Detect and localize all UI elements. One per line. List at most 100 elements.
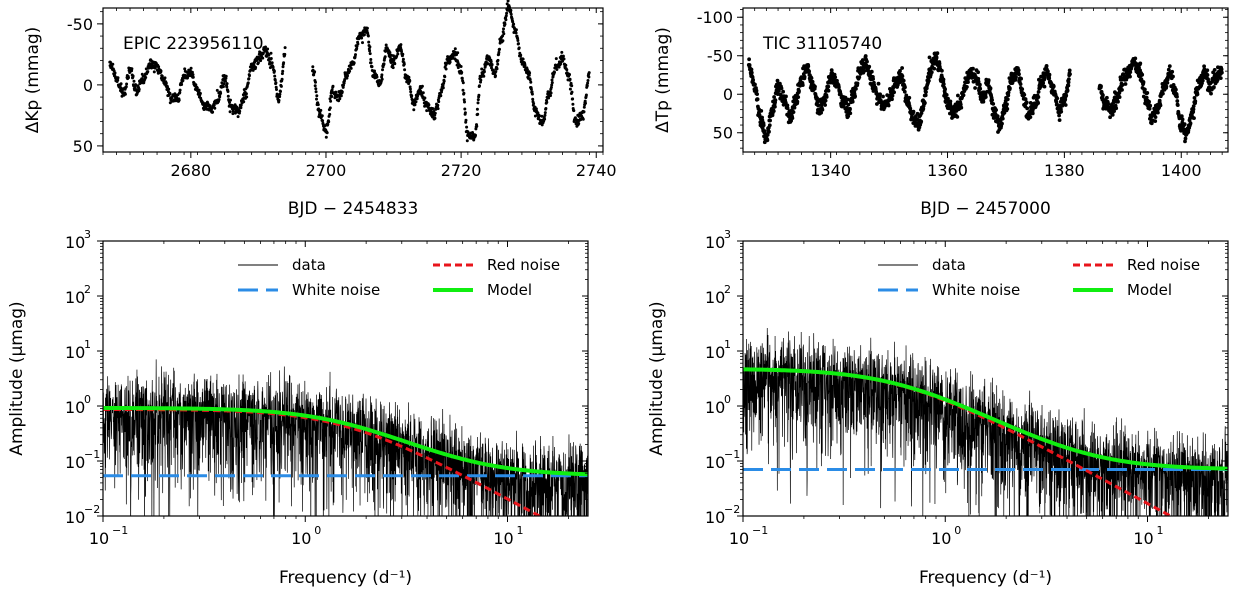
data-point [228, 101, 231, 104]
data-point [584, 93, 588, 97]
data-point [130, 67, 134, 71]
data-point [1036, 95, 1041, 99]
data-point [254, 65, 258, 69]
data-point [427, 103, 431, 107]
data-point [496, 62, 500, 66]
data-point [1014, 75, 1018, 79]
data-point [1116, 99, 1120, 104]
data-point [1192, 116, 1196, 120]
data-point [772, 95, 776, 99]
data-point [517, 46, 521, 50]
data-point [1041, 81, 1045, 86]
data-point [971, 66, 975, 71]
data-point [760, 115, 764, 120]
data-point [502, 32, 506, 36]
data-point [392, 54, 395, 58]
data-point [490, 63, 494, 66]
y-tick-label: 10 [705, 508, 725, 527]
data-point [934, 55, 939, 60]
data-point [502, 27, 505, 31]
data-point [369, 58, 373, 61]
data-point [886, 103, 891, 108]
data-point [479, 78, 483, 82]
data-point [881, 94, 885, 99]
data-point [795, 99, 800, 104]
data-point [431, 107, 435, 111]
data-point [846, 102, 851, 107]
data-point [755, 97, 760, 102]
data-point [773, 104, 777, 109]
y-tick-exponent: 2 [724, 283, 731, 296]
data-point [384, 43, 388, 47]
data-point [755, 92, 759, 96]
y-tick-label: 10 [65, 453, 85, 472]
data-point [399, 43, 403, 47]
data-point [584, 101, 587, 105]
data-point [456, 51, 460, 55]
data-point [937, 61, 942, 66]
y-axis-label: Amplitude (μmag) [647, 301, 667, 455]
data-point [189, 66, 193, 70]
data-point [415, 97, 419, 101]
data-point [439, 94, 443, 98]
data-point [571, 102, 575, 106]
data-point [902, 89, 907, 94]
data-point [560, 50, 564, 54]
data-point [401, 52, 405, 56]
data-point [978, 86, 983, 91]
data-point [461, 88, 465, 92]
data-point [328, 97, 332, 101]
data-point [995, 114, 1000, 118]
data-point [460, 70, 464, 74]
data-point [313, 84, 317, 88]
data-point [749, 70, 754, 75]
data-point [1167, 64, 1172, 68]
data-point [1030, 111, 1035, 116]
data-point [465, 139, 469, 143]
data-point [797, 89, 801, 93]
data-point [829, 68, 834, 72]
x-tick-exponent: −1 [112, 524, 128, 537]
data-point [570, 84, 574, 88]
legend-model-label: Model [1127, 281, 1172, 299]
data-point [585, 84, 589, 88]
data-point [373, 69, 376, 73]
data-point [314, 87, 318, 91]
data-point [329, 99, 333, 103]
data-point [779, 86, 784, 91]
data-point [754, 88, 759, 93]
data-point [282, 61, 286, 65]
data-point [854, 87, 858, 91]
x-tick-label: 1380 [1044, 161, 1085, 180]
data-point [477, 93, 481, 97]
x-tick-label: 10 [931, 529, 951, 548]
data-point [853, 94, 857, 99]
data-point [762, 129, 767, 133]
data-point [781, 89, 785, 94]
data-point [1156, 110, 1160, 115]
data-point [943, 87, 947, 92]
data-point [316, 103, 320, 107]
data-point [531, 97, 535, 101]
data-point [878, 92, 882, 97]
data-point [441, 86, 445, 90]
data-point [1017, 72, 1021, 77]
data-point [226, 94, 230, 98]
data-point [846, 114, 851, 118]
data-point [587, 75, 591, 79]
data-point [1188, 121, 1193, 125]
x-tick-label: 1360 [927, 161, 968, 180]
data-point [119, 82, 123, 86]
data-point [480, 67, 484, 71]
data-point [582, 105, 586, 109]
data-point [113, 71, 117, 75]
data-point [521, 57, 525, 61]
data-point [543, 111, 547, 115]
data-point [935, 51, 940, 56]
data-point [369, 61, 373, 65]
data-point [1020, 87, 1025, 91]
x-tick-exponent: 1 [517, 524, 524, 537]
data-point [219, 91, 223, 95]
data-point [453, 47, 457, 51]
data-point [1036, 101, 1040, 105]
